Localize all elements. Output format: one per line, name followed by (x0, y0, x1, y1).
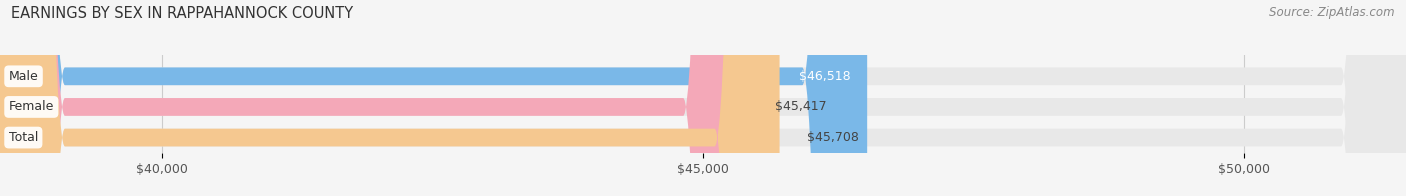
Text: Source: ZipAtlas.com: Source: ZipAtlas.com (1270, 6, 1395, 19)
FancyBboxPatch shape (0, 0, 868, 196)
FancyBboxPatch shape (0, 0, 779, 196)
Text: $45,417: $45,417 (775, 100, 827, 113)
Text: $45,708: $45,708 (807, 131, 859, 144)
Text: EARNINGS BY SEX IN RAPPAHANNOCK COUNTY: EARNINGS BY SEX IN RAPPAHANNOCK COUNTY (11, 6, 353, 21)
Text: Female: Female (8, 100, 53, 113)
Text: Male: Male (8, 70, 38, 83)
Text: $46,518: $46,518 (800, 70, 851, 83)
FancyBboxPatch shape (0, 0, 748, 196)
Text: Total: Total (8, 131, 38, 144)
